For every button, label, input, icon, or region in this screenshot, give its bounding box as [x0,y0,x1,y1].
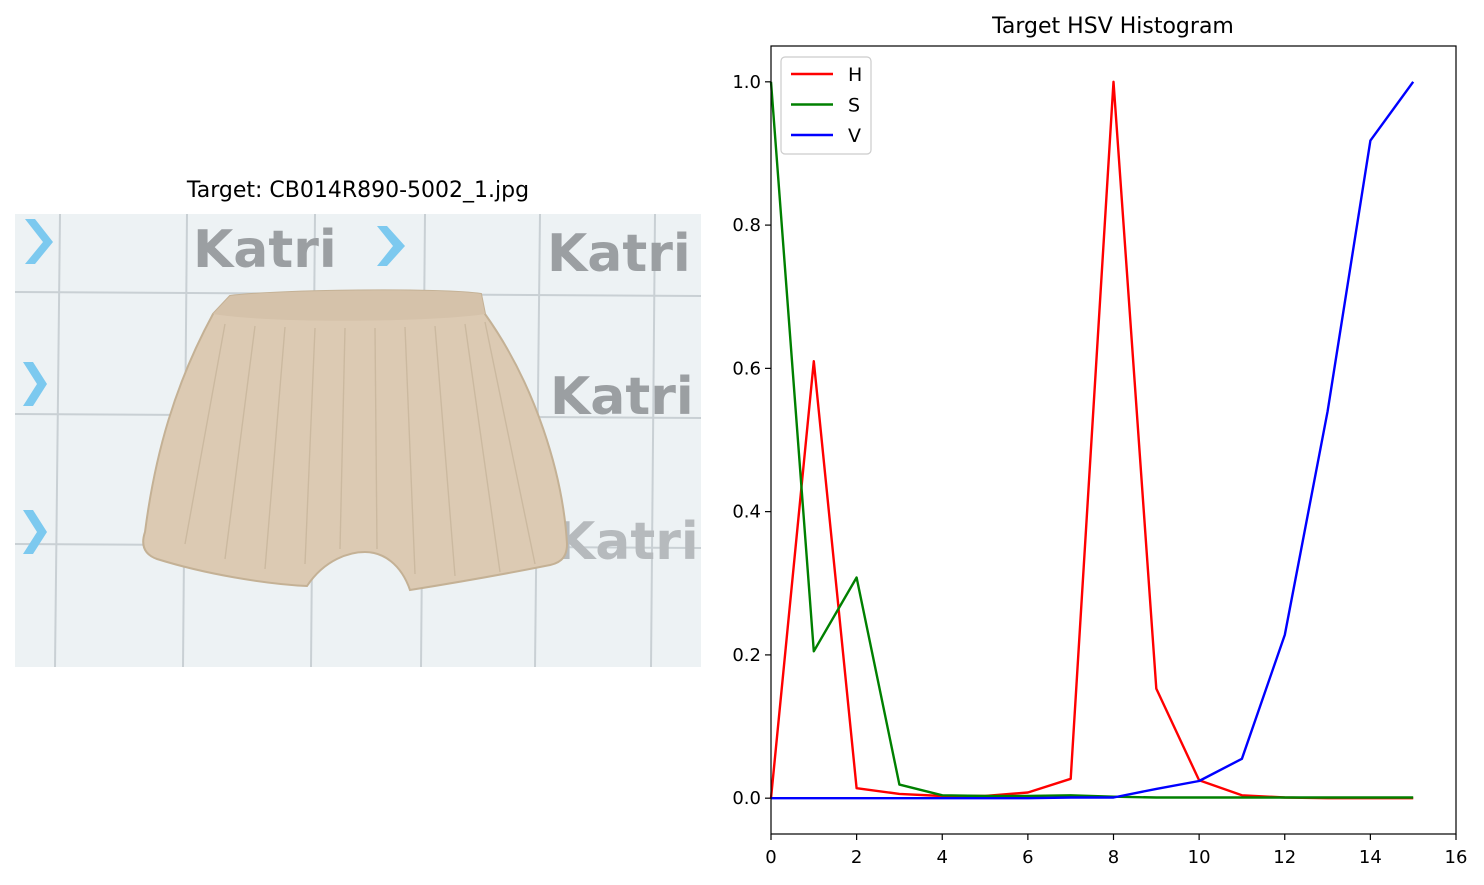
x-tick-label: 0 [765,847,776,868]
y-tick-label: 0.6 [732,358,761,379]
x-tick-label: 8 [1108,847,1119,868]
x-tick-label: 14 [1359,847,1382,868]
watermark-1: Katri [193,220,337,280]
legend-label-v: V [848,125,861,147]
plot-frame [770,45,1457,835]
y-tick-label: 0.4 [732,502,761,523]
watermark-3: Katri [550,367,694,427]
legend-label-s: S [848,95,860,117]
image-title: Target: CB014R890-5002_1.jpg [186,178,530,203]
x-tick-label: 16 [1445,847,1468,868]
series-line-h [769,80,1414,800]
x-tick-label: 2 [851,847,862,868]
x-tick-label: 4 [937,847,948,868]
y-tick-label: 0.2 [732,645,761,666]
x-tick-label: 6 [1022,847,1033,868]
y-tick-label: 0.8 [732,215,761,236]
shorts-garment [142,289,569,592]
y-tick-label: 0.0 [732,788,761,809]
watermark-4: Katri [555,512,699,572]
y-tick-label: 1.0 [732,72,761,93]
watermark-2: Katri [547,224,691,284]
x-tick-label: 10 [1188,847,1211,868]
series-line-v [771,81,1415,800]
target-product-photo: Katri Katri Katri Katri [15,214,701,667]
legend: HSV [780,56,872,155]
legend-label-h: H [848,64,862,86]
x-tick-label: 12 [1273,847,1296,868]
chart-title: Target HSV Histogram [991,14,1234,39]
series-line-s [769,81,1414,799]
